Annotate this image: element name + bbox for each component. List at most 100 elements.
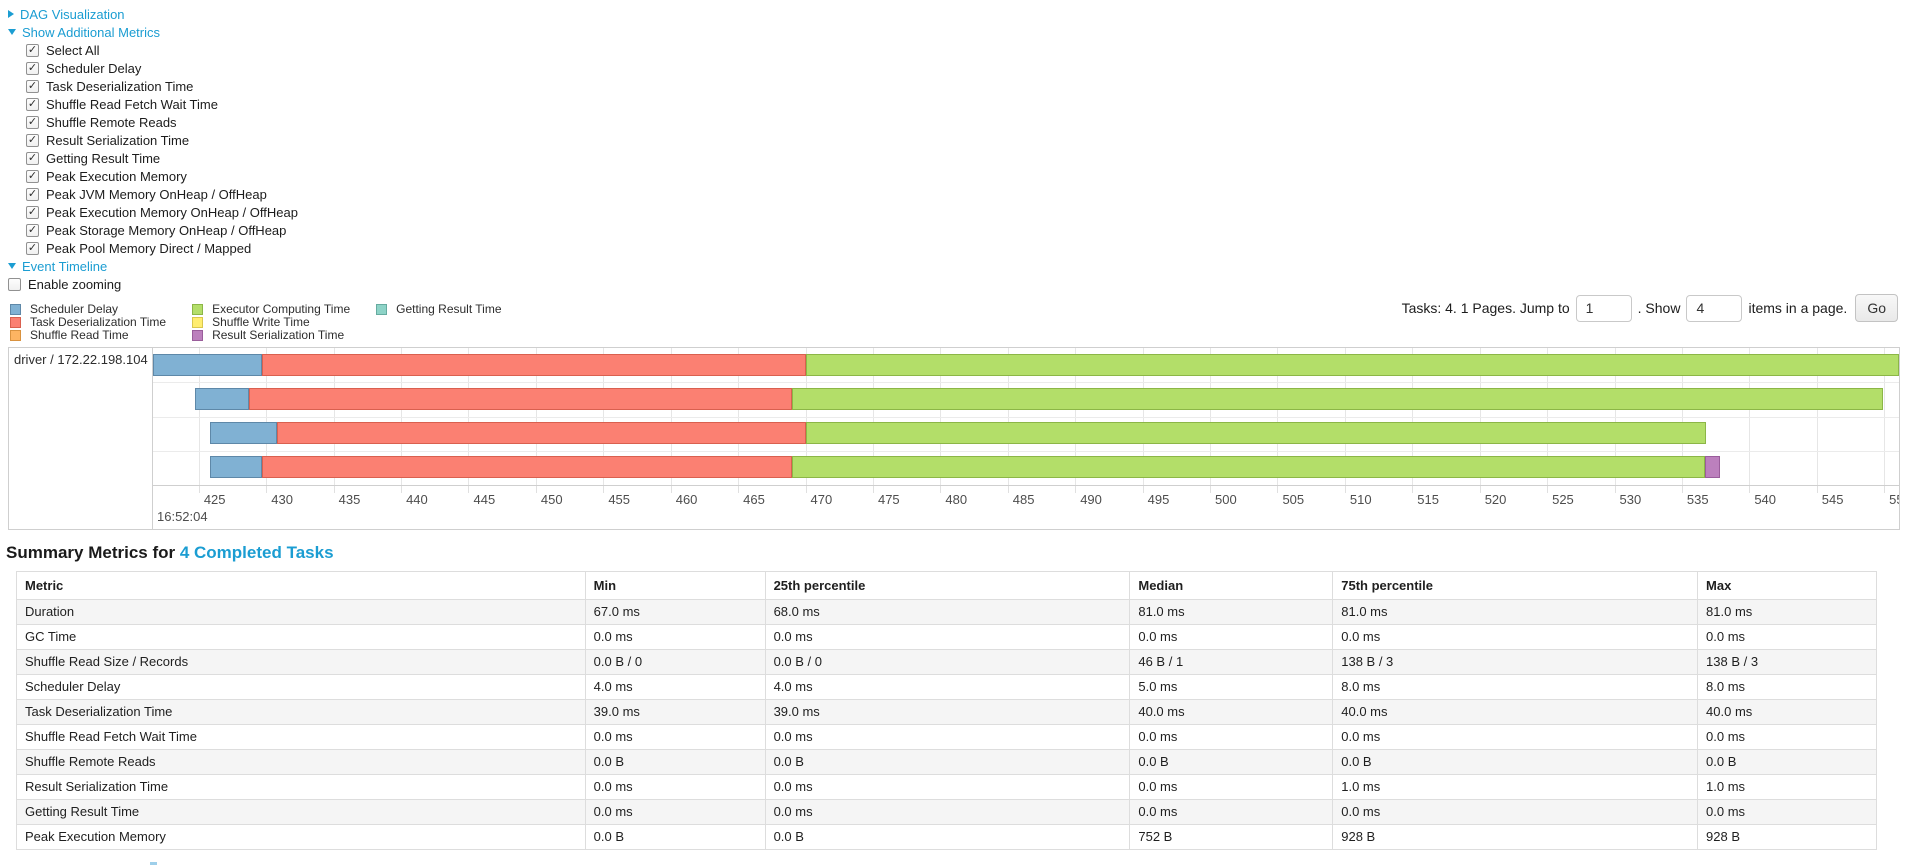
metric-value-cell: 928 B [1332, 824, 1699, 850]
metric-value-cell: 1.0 ms [1332, 774, 1699, 800]
caret-right-icon [8, 10, 14, 18]
event-timeline-toggle[interactable]: Event Timeline [8, 257, 298, 275]
metric-value-cell: 46 B / 1 [1129, 649, 1334, 675]
axis-tick [1479, 486, 1481, 493]
axis-tick-label: 435 [338, 492, 361, 507]
legend-label: Shuffle Read Time [30, 328, 129, 342]
axis-tick-label: 485 [1012, 492, 1035, 507]
metric-value-cell: 0.0 ms [764, 774, 1131, 800]
axis-tick [1614, 486, 1616, 493]
metric-checkbox-checked[interactable]: ✓ [26, 43, 39, 57]
task-bar[interactable] [153, 422, 1899, 444]
metric-value-cell: 0.0 B [764, 749, 1131, 775]
segment-task-deserialization[interactable] [262, 456, 793, 479]
metric-checkbox-checked[interactable]: ✓ [26, 115, 39, 129]
metric-checkbox-checked[interactable]: ✓ [26, 223, 39, 237]
segment-task-deserialization[interactable] [277, 422, 806, 444]
metric-checkbox-label: Shuffle Read Fetch Wait Time [46, 96, 218, 112]
segment-executor-computing[interactable] [792, 387, 1883, 410]
legend-item: Result Serialization Time [192, 328, 350, 342]
show-additional-metrics-link[interactable]: Show Additional Metrics [22, 24, 161, 40]
segment-executor-computing[interactable] [805, 353, 1899, 376]
metric-value-cell: 40.0 ms [1697, 699, 1877, 725]
metric-checkbox-checked[interactable]: ✓ [26, 97, 39, 111]
dag-visualization-toggle[interactable]: DAG Visualization [8, 5, 298, 23]
caret-down-icon [8, 263, 16, 269]
table-row: Shuffle Read Fetch Wait Time 0.0 ms 0.0 ms… [16, 724, 1877, 750]
axis-tick [670, 486, 672, 493]
metric-value-cell: 40.0 ms [1332, 699, 1699, 725]
enable-zooming-checkbox[interactable] [8, 277, 21, 291]
legend-column: Getting Result Time [376, 302, 502, 342]
metric-value-cell: 0.0 ms [1332, 799, 1699, 825]
metric-value-cell: 0.0 B / 0 [764, 649, 1131, 675]
executor-label-column: driver / 172.22.198.104 [9, 348, 153, 529]
axis-tick-label: 455 [608, 492, 631, 507]
segment-task-deserialization[interactable] [262, 353, 806, 376]
segment-task-deserialization[interactable] [248, 387, 793, 410]
segment-scheduler-delay[interactable] [209, 422, 278, 444]
metric-value-cell: 0.0 ms [584, 774, 766, 800]
metric-checkbox-row: ✓ Peak Execution Memory OnHeap / OffHeap [8, 203, 298, 221]
metric-value-cell: 81.0 ms [1697, 599, 1877, 625]
summary-heading-text: Summary Metrics for [6, 543, 180, 562]
executor-label: driver / 172.22.198.104 [14, 352, 148, 367]
segment-executor-computing[interactable] [805, 422, 1707, 444]
axis-tick [872, 486, 874, 493]
metric-checkbox-label: Scheduler Delay [46, 60, 142, 76]
metric-checkbox-checked[interactable]: ✓ [26, 79, 39, 93]
task-bar[interactable] [153, 456, 1899, 479]
segment-executor-computing[interactable] [792, 456, 1705, 479]
metric-value-cell: 39.0 ms [764, 699, 1131, 725]
metric-checkbox-checked[interactable]: ✓ [26, 241, 39, 255]
metric-value-cell: 0.0 B [584, 749, 766, 775]
metric-value-cell: 0.0 ms [1129, 724, 1334, 750]
legend-swatch-scheduler-delay [10, 303, 21, 315]
legend-label: Scheduler Delay [30, 302, 119, 316]
metric-checkbox-checked[interactable]: ✓ [26, 61, 39, 75]
jump-to-page-input[interactable] [1575, 294, 1632, 322]
legend-swatch-executor-computing [192, 303, 204, 315]
go-button[interactable]: Go [1855, 294, 1898, 322]
metric-checkbox-row: ✓ Result Serialization Time [8, 131, 298, 149]
task-bar[interactable] [153, 353, 1899, 376]
metric-checkbox-row: ✓ Shuffle Read Fetch Wait Time [8, 95, 298, 113]
metric-checkbox-checked[interactable]: ✓ [26, 133, 39, 147]
task-bar[interactable] [153, 387, 1899, 410]
segment-scheduler-delay[interactable] [153, 353, 263, 376]
show-additional-metrics-toggle[interactable]: Show Additional Metrics [8, 23, 298, 41]
metric-value-cell: 1.0 ms [1697, 774, 1877, 800]
toggle-section: DAG Visualization Show Additional Metric… [8, 5, 298, 293]
segment-scheduler-delay[interactable] [209, 456, 263, 479]
axis-tick [1344, 486, 1346, 493]
metric-value-cell: 81.0 ms [1332, 599, 1699, 625]
metric-value-cell: 68.0 ms [764, 599, 1131, 625]
legend-item: Shuffle Write Time [192, 315, 350, 329]
partial-element-below-fold [150, 862, 157, 865]
column-header: Max [1697, 571, 1877, 600]
legend-item: Task Deserialization Time [10, 315, 166, 329]
metric-checkbox-row: ✓ Select All [8, 41, 298, 59]
metric-checkbox-checked[interactable]: ✓ [26, 169, 39, 183]
metric-checkbox-checked[interactable]: ✓ [26, 205, 39, 219]
dag-visualization-link[interactable]: DAG Visualization [20, 6, 125, 22]
segment-result-serialization[interactable] [1704, 456, 1720, 479]
metric-value-cell: 8.0 ms [1332, 674, 1699, 700]
table-row: Getting Result Time 0.0 ms 0.0 ms 0.0 ms 0.0… [16, 799, 1877, 825]
segment-scheduler-delay[interactable] [194, 387, 249, 410]
metric-value-cell: 0.0 B [1129, 749, 1334, 775]
axis-tick [1277, 486, 1279, 493]
completed-tasks-link[interactable]: 4 Completed Tasks [179, 543, 334, 562]
metric-checkbox-checked[interactable]: ✓ [26, 187, 39, 201]
items-per-page-input[interactable] [1686, 294, 1743, 322]
table-row: Result Serialization Time 0.0 ms 0.0 ms 0.0… [16, 774, 1877, 800]
axis-tick-label: 540 [1754, 492, 1777, 507]
metric-checkbox-label: Peak Execution Memory OnHeap / OffHeap [46, 204, 298, 220]
metric-checkbox-checked[interactable]: ✓ [26, 151, 39, 165]
metric-value-cell: 40.0 ms [1129, 699, 1334, 725]
event-timeline-link[interactable]: Event Timeline [22, 258, 108, 274]
caret-down-icon [8, 29, 16, 35]
timeline-plot-area[interactable] [153, 348, 1899, 485]
axis-tick-label: 550 [1889, 492, 1899, 507]
